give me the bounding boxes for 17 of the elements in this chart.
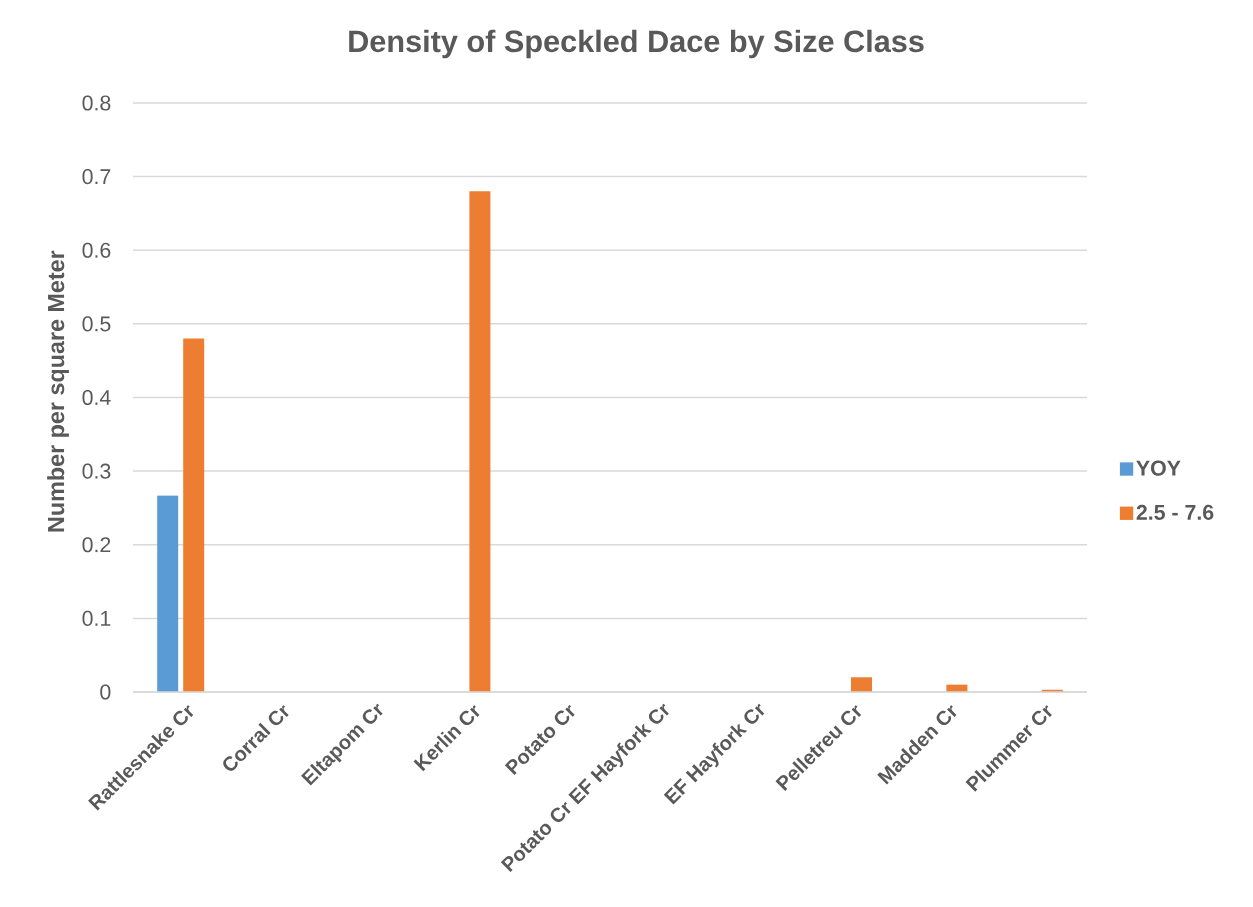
y-tick-label: 0 xyxy=(100,684,111,700)
y-tick-label: 0.1 xyxy=(82,610,111,626)
y-tick-label: 0.6 xyxy=(82,242,111,258)
y-tick-label: 0.3 xyxy=(82,463,111,479)
y-tick-label: 0.8 xyxy=(82,95,111,111)
bar xyxy=(469,191,491,692)
bar xyxy=(157,495,179,692)
y-tick-label: 0.5 xyxy=(82,316,111,332)
legend-label: YOY xyxy=(1136,460,1181,476)
bar xyxy=(851,677,873,692)
y-axis-title: Number per square Meter xyxy=(47,250,69,532)
chart-title: Density of Speckled Dace by Size Class xyxy=(349,29,924,59)
y-tick-label: 0.2 xyxy=(82,537,111,553)
y-tick-label: 0.4 xyxy=(82,389,111,406)
y-tick-label: 0.7 xyxy=(82,169,111,185)
bar xyxy=(183,338,205,692)
legend-label: 2.5 - 7.6 xyxy=(1136,504,1214,520)
